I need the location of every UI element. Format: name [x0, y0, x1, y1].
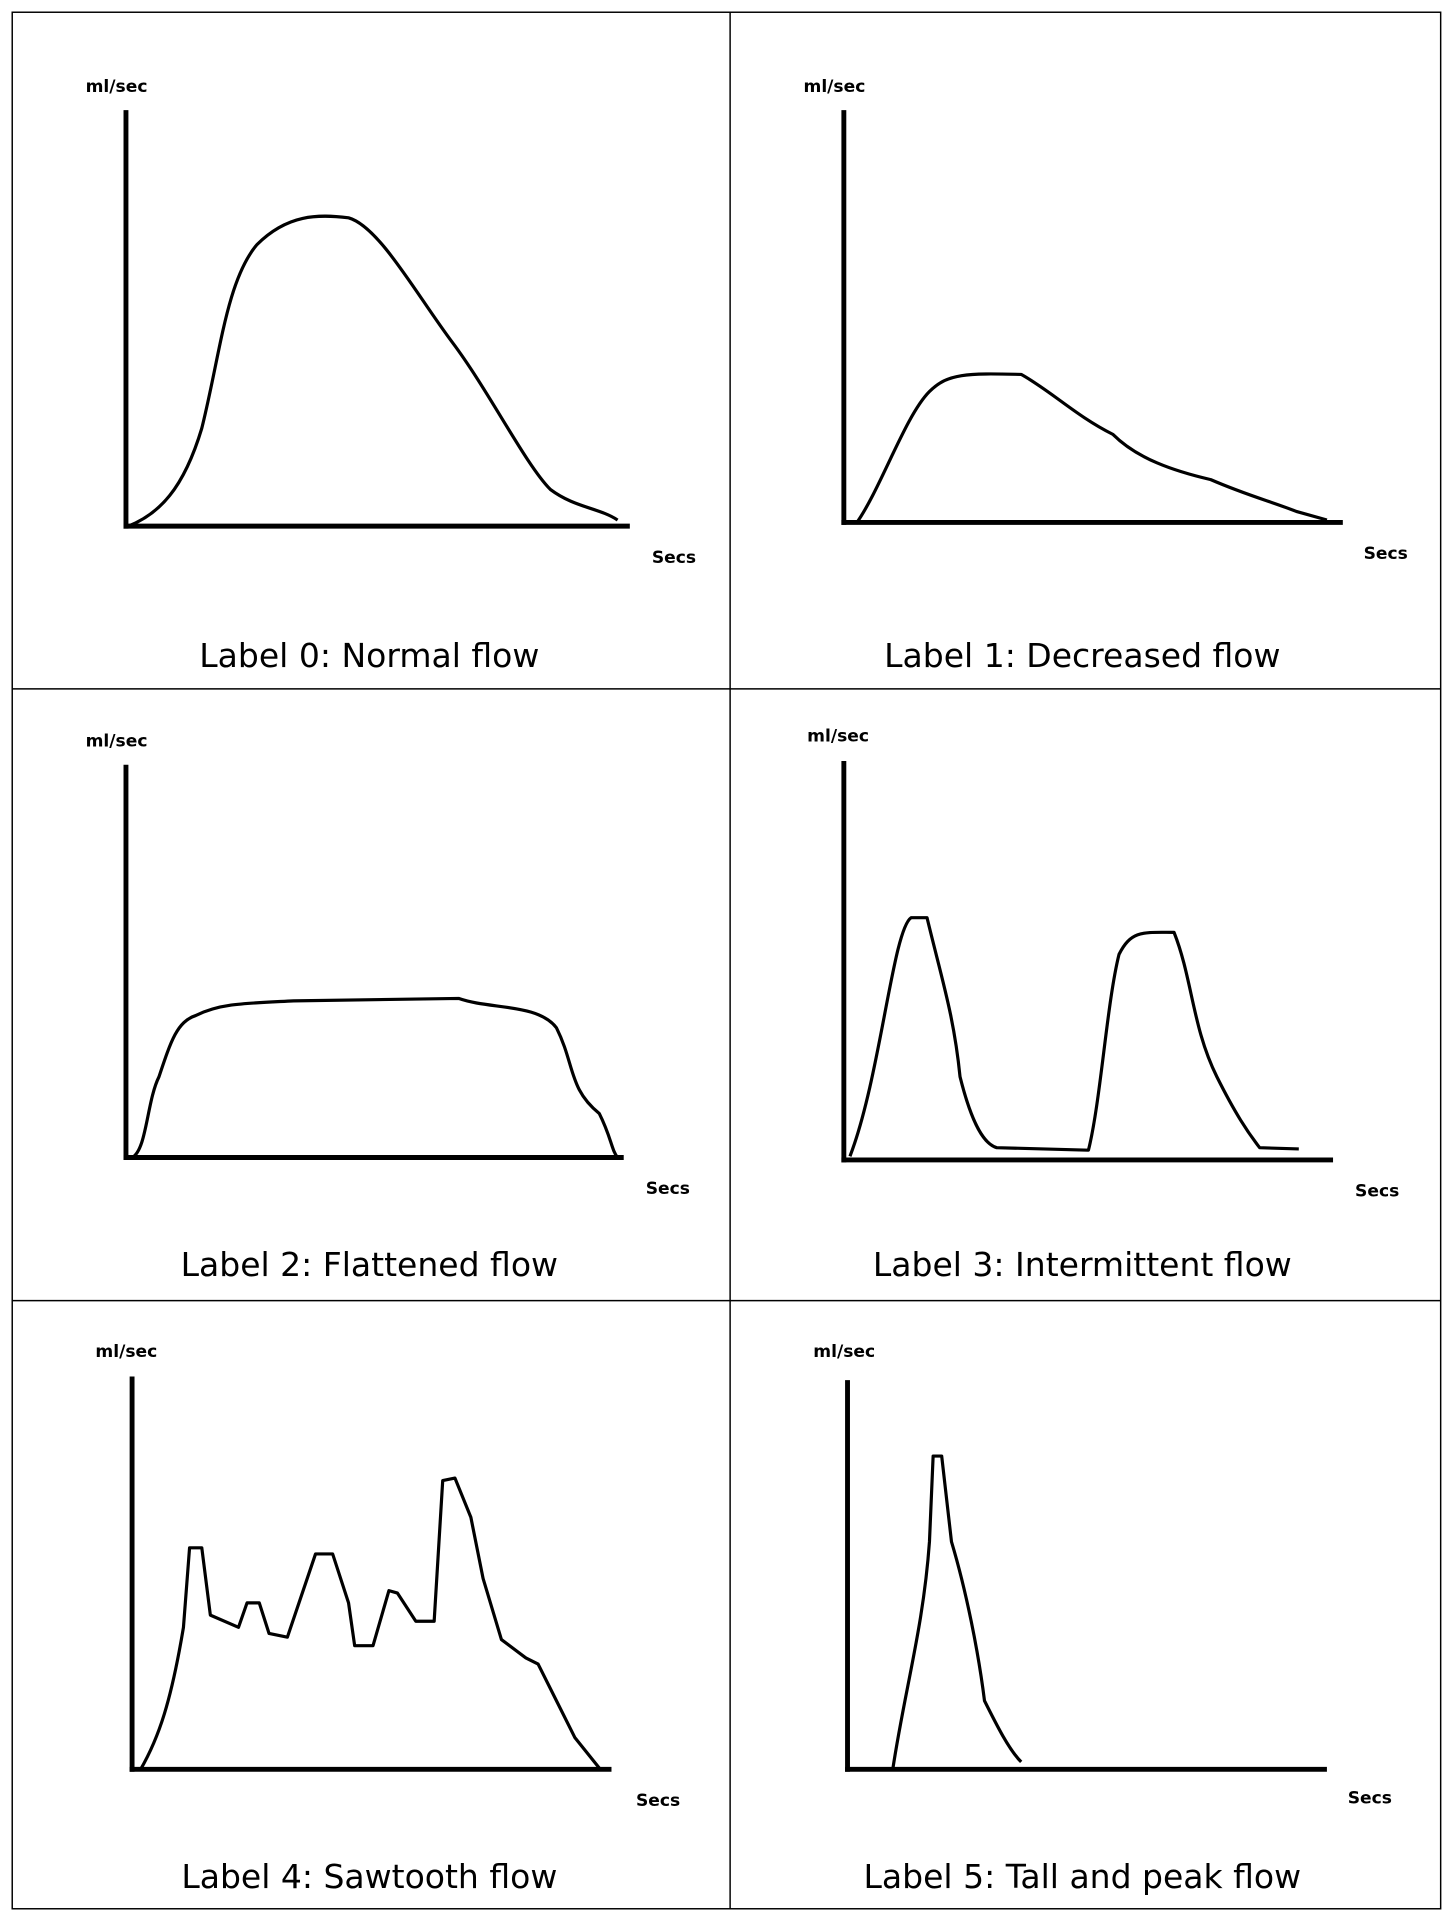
caption: Label 1: Decreased flow [884, 636, 1280, 675]
flow-curve [891, 1454, 1023, 1770]
caption: Label 4: Sawtooth flow [181, 1857, 557, 1896]
panel: ml/sec Secs Label 5: Tall and peak flow [813, 1342, 1392, 1896]
y-label: ml/sec [95, 1342, 157, 1362]
panel: ml/sec Secs Label 2: Flattened flow [86, 731, 690, 1284]
x-label: Secs [1355, 1182, 1399, 1202]
panel: ml/sec Secs Label 0: Normal flow [86, 77, 696, 675]
x-label: Secs [652, 548, 696, 568]
x-label: Secs [646, 1179, 690, 1199]
panel: ml/sec Secs Label 1: Decreased flow [803, 77, 1407, 675]
caption: Label 5: Tall and peak flow [864, 1857, 1302, 1896]
y-label: ml/sec [807, 726, 869, 746]
caption: Label 0: Normal flow [199, 636, 539, 675]
flow-curve [848, 916, 1299, 1157]
flow-curve [139, 1476, 601, 1771]
flow-curve [127, 214, 619, 528]
y-label: ml/sec [86, 77, 148, 97]
caption: Label 3: Intermittent flow [873, 1245, 1292, 1284]
y-label: ml/sec [813, 1342, 875, 1362]
x-label: Secs [1348, 1789, 1392, 1809]
flow-curve [854, 372, 1328, 525]
x-label: Secs [636, 1791, 680, 1811]
panel: ml/sec Secs Label 4: Sawtooth flow [95, 1342, 680, 1896]
y-label: ml/sec [803, 77, 865, 97]
y-label: ml/sec [86, 731, 148, 751]
caption: Label 2: Flattened flow [181, 1245, 558, 1284]
table-border [11, 11, 1442, 1910]
panel: ml/sec Secs Label 3: Intermittent flow [807, 726, 1399, 1284]
flow-curve [131, 996, 619, 1159]
x-label: Secs [1364, 544, 1408, 564]
